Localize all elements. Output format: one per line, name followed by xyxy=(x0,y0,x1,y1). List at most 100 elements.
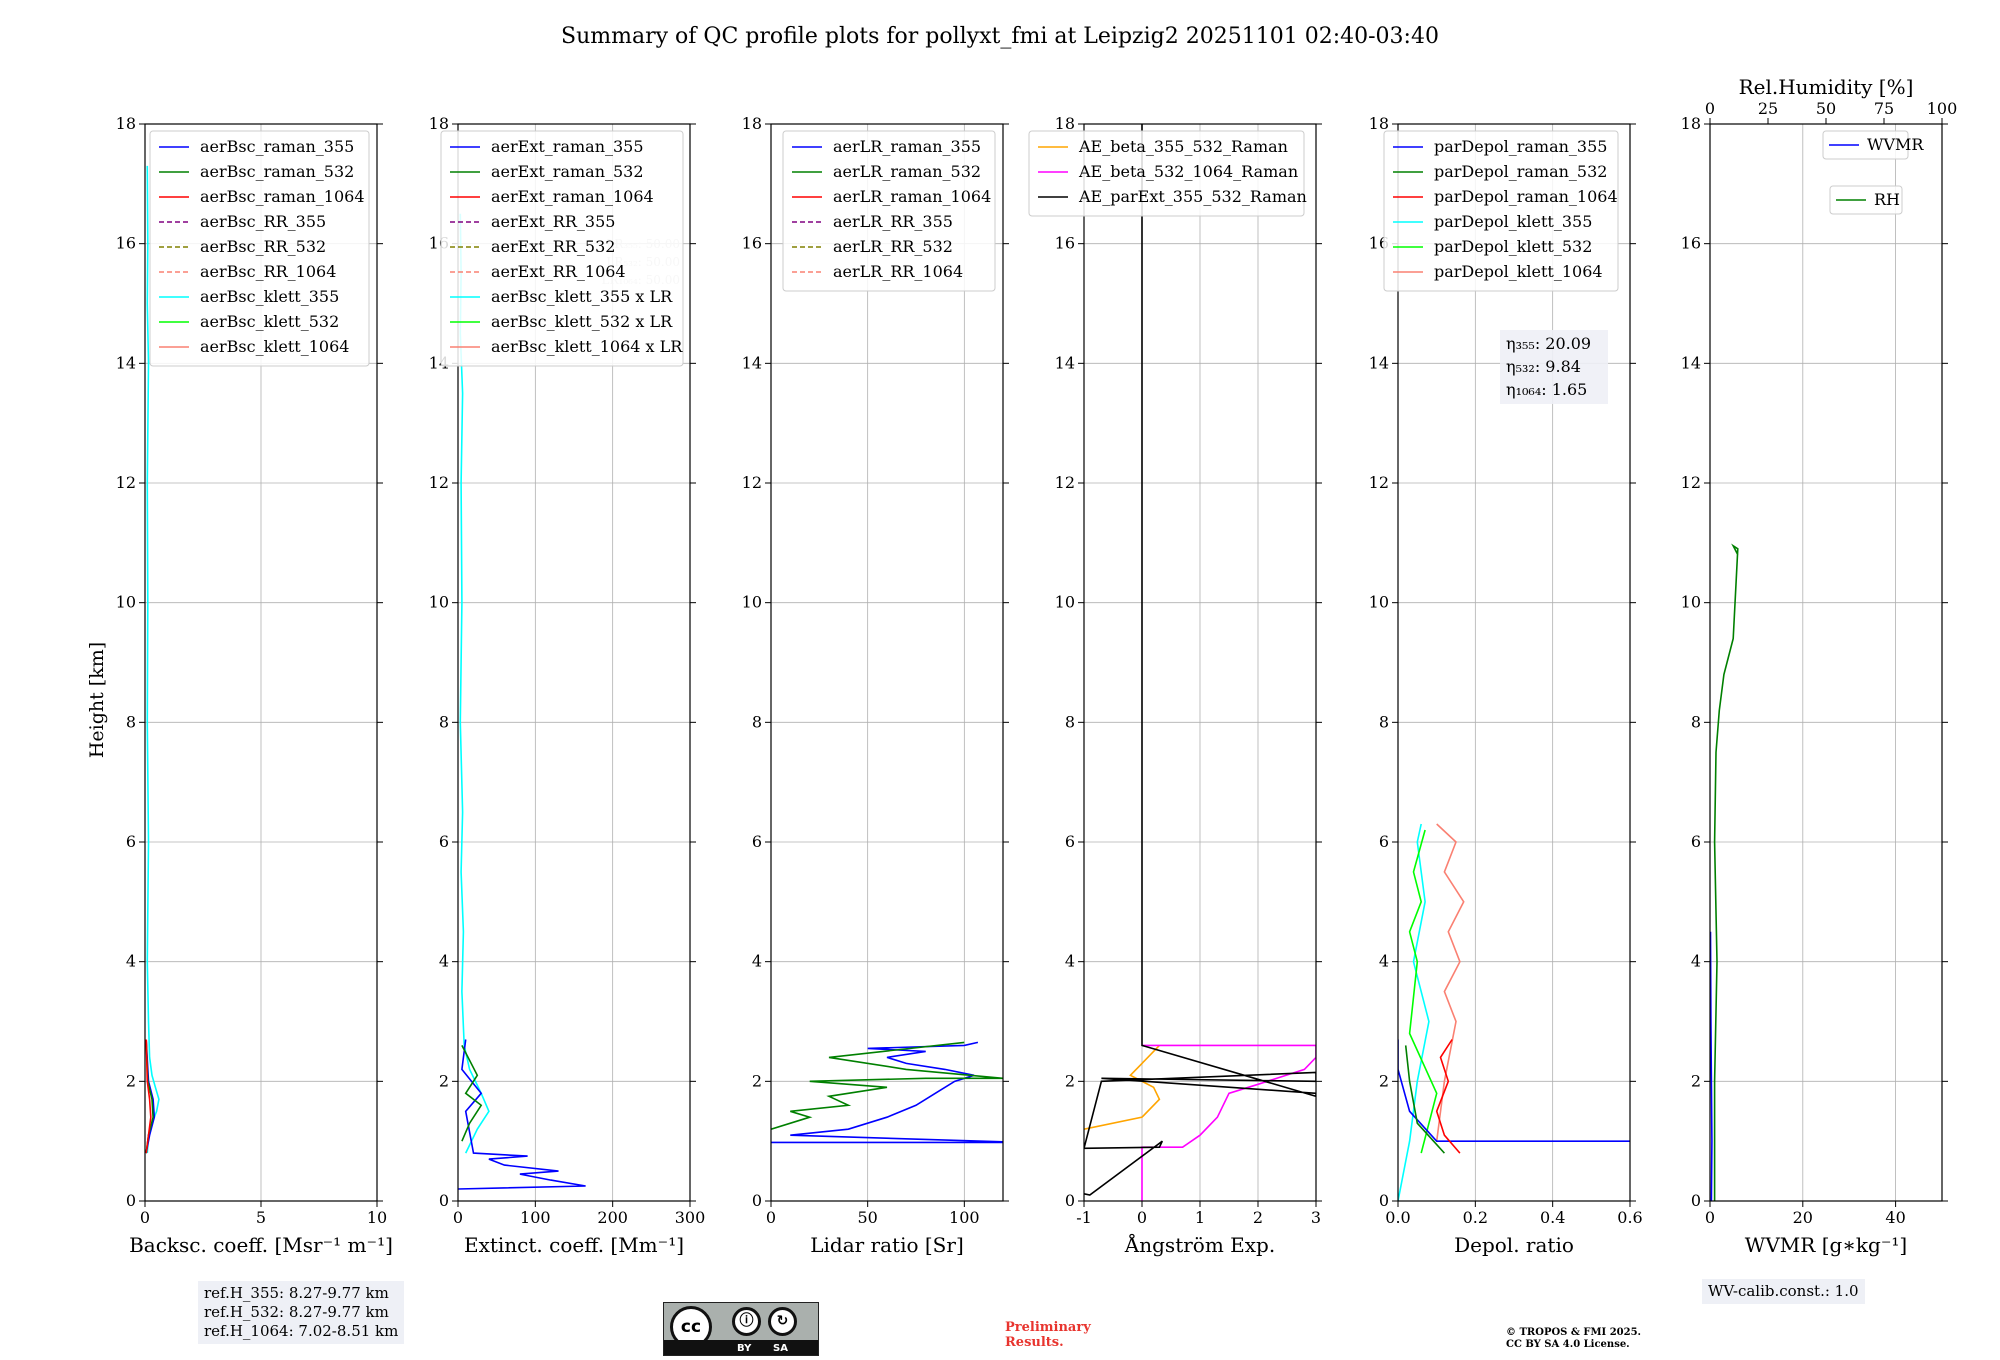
x-tick-label-1: 0.2 xyxy=(1463,1208,1488,1227)
y-tick-label-0: 0 xyxy=(439,1191,449,1210)
series-parDepol_raman_532 xyxy=(1404,1045,1445,1154)
x-tick-label-0: 0.0 xyxy=(1385,1208,1410,1227)
legend-label-1: RH xyxy=(1874,190,1900,209)
x-axis-label: Extinct. coeff. [Mm⁻¹] xyxy=(464,1233,684,1257)
legend-label-2: aerBsc_raman_1064 xyxy=(200,187,365,206)
panel-backscatter: 0 5 10 0 2 4 6 8 10 12 14 16 18 Backsc. coeff. [Msr⁻¹… xyxy=(116,114,393,1257)
x-tick-label-0: 0 xyxy=(1705,1208,1715,1227)
y-tick-label-7: 14 xyxy=(1369,353,1389,372)
legend-label-5: aerBsc_RR_1064 xyxy=(200,262,336,281)
preliminary-line-2: Results. xyxy=(1005,1335,1064,1350)
legend-label-0: aerBsc_raman_355 xyxy=(200,137,354,156)
series-parDepol_klett_532 xyxy=(1408,829,1438,1154)
plot-frame xyxy=(1709,123,1943,1202)
y-tick-label-7: 14 xyxy=(1681,353,1701,372)
x-axis-label: Backsc. coeff. [Msr⁻¹ m⁻¹] xyxy=(129,1233,393,1257)
y-tick-label-5: 10 xyxy=(742,593,762,612)
y-tick-label-9: 18 xyxy=(1369,114,1389,133)
y-tick-label-0: 0 xyxy=(752,1191,762,1210)
y-tick-label-5: 10 xyxy=(1681,593,1701,612)
y-tick-label-7: 14 xyxy=(742,353,762,372)
legend-label-2: aerLR_raman_1064 xyxy=(833,187,991,206)
y-tick-label-9: 18 xyxy=(116,114,136,133)
y-tick-label-3: 6 xyxy=(126,832,136,851)
legend-label-6: aerBsc_klett_355 x LR xyxy=(491,287,673,306)
y-tick-label-3: 6 xyxy=(439,832,449,851)
y-tick-label-0: 0 xyxy=(1691,1191,1701,1210)
legend-label-4: aerBsc_RR_532 xyxy=(200,237,326,256)
ref-heights-box: ref.H_355: 8.27-9.77 km ref.H_532: 8.27-… xyxy=(198,1281,405,1344)
y-tick-label-4: 8 xyxy=(126,712,136,731)
top-x-tick-label-3: 75 xyxy=(1874,99,1894,118)
legend-box-0 xyxy=(1822,130,1909,160)
y-tick-label-4: 8 xyxy=(439,712,449,731)
top-x-tick-label-2: 50 xyxy=(1816,99,1836,118)
top-x-tick-label-1: 25 xyxy=(1758,99,1778,118)
y-tick-label-1: 2 xyxy=(126,1071,136,1090)
series-parDepol_raman_1064 xyxy=(1435,1039,1461,1154)
y-tick-label-6: 12 xyxy=(1369,473,1389,492)
series-parDepol_raman_355 xyxy=(1398,1039,1630,1142)
x-tick-label-2: 1 xyxy=(1195,1208,1205,1227)
y-tick-label-0: 0 xyxy=(126,1191,136,1210)
legend-label-4: parDepol_klett_532 xyxy=(1434,237,1592,256)
panel-lidar_ratio: 0 50 100 0 2 4 6 8 10 12 14 16 18 Lidar ratio [Sr] aer… xyxy=(742,114,1009,1257)
top-x-tick-label-0: 0 xyxy=(1705,99,1715,118)
legend-label-1: aerExt_raman_532 xyxy=(491,162,644,181)
plot-frame xyxy=(1397,123,1631,1202)
y-tick-label-5: 10 xyxy=(1369,593,1389,612)
legend: aerBsc_raman_355 aerBsc_raman_532 aerBsc_r… xyxy=(149,130,370,367)
legend-label-7: aerBsc_klett_532 x LR xyxy=(491,312,673,331)
y-tick-label-6: 12 xyxy=(1681,473,1701,492)
legend-label-2: aerExt_raman_1064 xyxy=(491,187,654,206)
y-tick-label-4: 8 xyxy=(1379,712,1389,731)
plot-frame xyxy=(770,123,1004,1202)
legend-label-1: aerLR_raman_532 xyxy=(833,162,981,181)
series-aerLR_raman_532 xyxy=(771,1041,1003,1130)
y-tick-label-8: 16 xyxy=(742,234,762,253)
y-tick-label-7: 14 xyxy=(116,353,136,372)
legend-label-0: AE_beta_355_532_Raman xyxy=(1078,137,1288,156)
x-tick-label-2: 0.4 xyxy=(1540,1208,1565,1227)
x-axis-label: Ångström Exp. xyxy=(1124,1232,1275,1257)
legend-label-3: aerBsc_RR_355 xyxy=(200,212,326,231)
legend-box xyxy=(440,130,684,367)
legend-label-8: aerBsc_klett_1064 x LR xyxy=(491,337,683,356)
y-tick-label-3: 6 xyxy=(752,832,762,851)
y-tick-label-0: 0 xyxy=(1065,1191,1075,1210)
x-tick-label-3: 0.6 xyxy=(1617,1208,1642,1227)
legend-label-5: parDepol_klett_1064 xyxy=(1434,262,1603,281)
y-tick-label-9: 18 xyxy=(429,114,449,133)
eta-note-1: η₅₃₂: 9.84 xyxy=(1506,357,1581,376)
y-tick-label-7: 14 xyxy=(1055,353,1075,372)
x-tick-label-2: 200 xyxy=(597,1208,628,1227)
y-tick-label-1: 2 xyxy=(1065,1071,1075,1090)
cc-by-label: BY xyxy=(737,1343,752,1354)
legend-box xyxy=(1383,130,1619,292)
y-tick-label-2: 4 xyxy=(1379,952,1389,971)
legend-label-4: aerLR_RR_532 xyxy=(833,237,953,256)
y-tick-label-1: 2 xyxy=(439,1071,449,1090)
cc-logo-bar xyxy=(664,1340,818,1355)
cc-sa-label: SA xyxy=(773,1343,788,1354)
y-tick-label-3: 6 xyxy=(1065,832,1075,851)
x-axis-label: WVMR [g∗kg⁻¹] xyxy=(1745,1233,1907,1257)
series-WVMR xyxy=(1710,931,1713,1201)
plot-frame xyxy=(457,123,691,1202)
y-tick-label-2: 4 xyxy=(752,952,762,971)
x-tick-label-0: -1 xyxy=(1076,1208,1092,1227)
legend: parDepol_raman_355 parDepol_raman_532 parD… xyxy=(1383,130,1619,292)
eta-note-0: η₃₅₅: 20.09 xyxy=(1506,334,1591,353)
ref-height-355: ref.H_355: 8.27-9.77 km xyxy=(204,1284,389,1302)
x-axis-label: Depol. ratio xyxy=(1454,1233,1574,1257)
legend: AE_beta_355_532_Raman AE_beta_532_1064_Ra… xyxy=(1028,130,1307,217)
y-tick-label-2: 4 xyxy=(1065,952,1075,971)
y-tick-label-0: 0 xyxy=(1379,1191,1389,1210)
y-tick-label-1: 2 xyxy=(1691,1071,1701,1090)
x-tick-label-0: 0 xyxy=(766,1208,776,1227)
legend-label-2: AE_parExt_355_532_Raman xyxy=(1078,187,1307,206)
legend-label-1: AE_beta_532_1064_Raman xyxy=(1078,162,1298,181)
legend-label-1: parDepol_raman_532 xyxy=(1434,162,1607,181)
